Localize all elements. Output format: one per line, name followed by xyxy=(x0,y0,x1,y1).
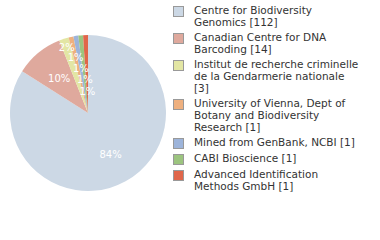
svg-text:84%: 84% xyxy=(99,149,121,160)
html-text:Institut de recherche criminel: Institut de recherche criminelle de la G… xyxy=(194,58,359,94)
svg-text:1%: 1% xyxy=(68,52,84,63)
html-text:Advanced Identification Method: Advanced Identification Methods GmbH [1] xyxy=(194,168,318,192)
svg-text:1%: 1% xyxy=(73,63,89,74)
svg-text:10%: 10% xyxy=(48,73,70,84)
html-text:CABI Bioscience [1]: CABI Bioscience [1] xyxy=(194,152,297,164)
html-text:Canadian Centre for DNA Barcod: Canadian Centre for DNA Barcoding [14] xyxy=(194,31,327,55)
svg-text:1%: 1% xyxy=(79,86,95,97)
html-text:Mined from GenBank, NCBI [1]: Mined from GenBank, NCBI [1] xyxy=(194,136,355,148)
svg-text:2%: 2% xyxy=(58,42,75,54)
html-text:University of Vienna, Dept of: University of Vienna, Dept of Botany and… xyxy=(194,97,346,133)
html-text:Centre for Biodiversity Genomi: Centre for Biodiversity Genomics [112] xyxy=(194,4,313,28)
svg-text:1%: 1% xyxy=(77,74,93,85)
